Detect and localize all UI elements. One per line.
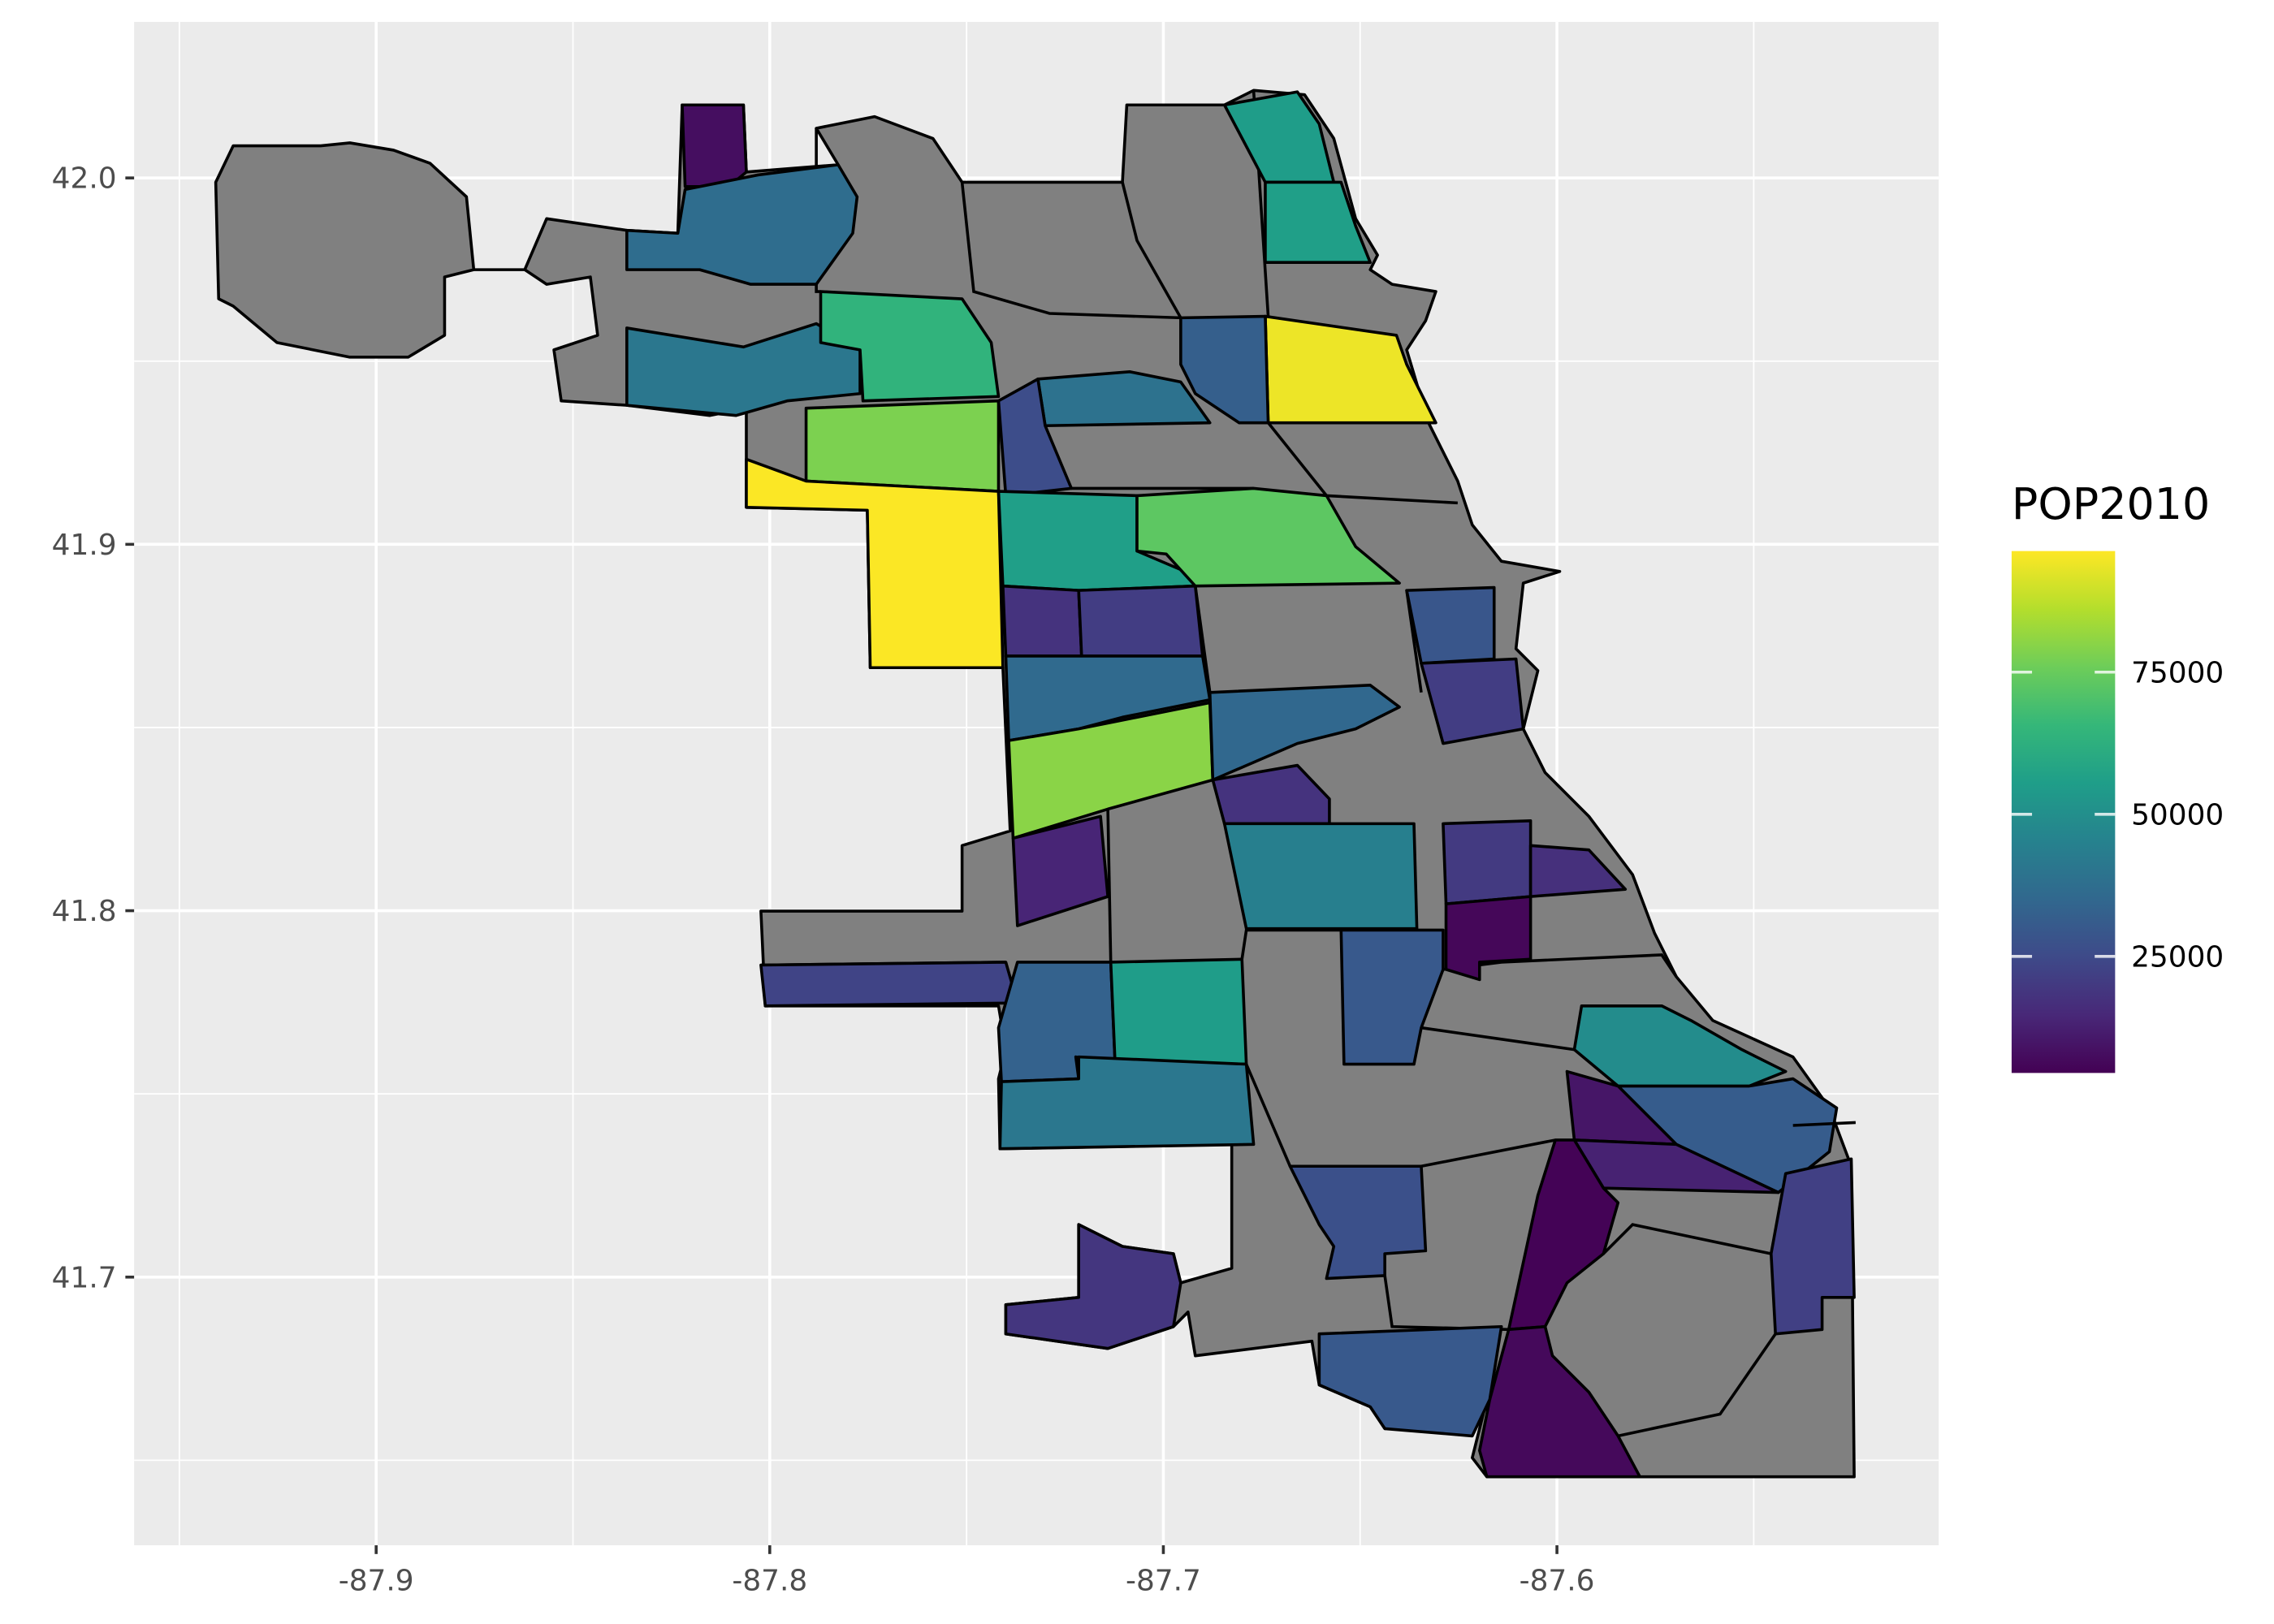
colorbar-label: 25000: [2131, 940, 2224, 974]
region: [1528, 844, 1628, 898]
region: [996, 377, 1074, 498]
region: [1572, 1004, 1788, 1088]
region: [745, 457, 1005, 670]
region: [1769, 1157, 1856, 1336]
boundary: [1106, 809, 1113, 962]
x-tick-label: -87.9: [339, 1565, 414, 1598]
colorbar-label: 75000: [2131, 656, 2224, 689]
region: [1004, 1223, 1182, 1350]
y-tick-label: 41.9: [52, 529, 117, 562]
region: [1442, 818, 1533, 905]
region: [1109, 957, 1248, 1066]
legend-title: POP2010: [2012, 478, 2210, 529]
region: [1288, 1164, 1428, 1281]
region: [1011, 814, 1109, 927]
map: [214, 89, 1856, 1479]
region: [1405, 585, 1496, 665]
region: [1211, 763, 1331, 826]
boundary: [1267, 421, 1328, 497]
region: [759, 961, 1019, 1008]
boundary: [1420, 1026, 1575, 1052]
legend: POP2010 25000 50000 75000: [2012, 478, 2224, 1073]
region: [1478, 1324, 1642, 1479]
region: [1420, 657, 1525, 745]
region: [804, 399, 1001, 493]
region: [1339, 928, 1445, 1066]
boundary: [1121, 181, 1182, 319]
region: [998, 1055, 1256, 1151]
pier: [1792, 1121, 1856, 1127]
region: [1222, 90, 1336, 184]
x-tick-label: -87.7: [1126, 1565, 1201, 1598]
region: [1444, 895, 1533, 982]
region: [1077, 584, 1204, 658]
x-tick-label: -87.8: [732, 1565, 807, 1598]
colorbar: [2011, 551, 2116, 1073]
region: [625, 322, 862, 417]
region: [1179, 314, 1270, 425]
region: [819, 290, 1001, 403]
y-tick-label: 41.8: [52, 895, 117, 928]
region: [1222, 822, 1419, 931]
boundary: [960, 182, 1181, 320]
boundary: [1420, 1138, 1556, 1168]
y-tick-label: 42.0: [52, 162, 117, 196]
boundary: [1617, 1332, 1777, 1438]
region: [1001, 584, 1083, 658]
region: [1135, 486, 1401, 588]
region: [1317, 1324, 1503, 1438]
x-tick-label: -87.6: [1520, 1565, 1595, 1598]
axes: -87.9 -87.8 -87.7 -87.6 41.7 41.8 41.9 42.0: [52, 162, 1595, 1598]
region: [681, 103, 748, 188]
region: [625, 163, 859, 286]
boundary: [1326, 494, 1458, 505]
region: [1264, 180, 1372, 264]
boundary: [1244, 1063, 1292, 1167]
boundary: [1602, 1223, 1772, 1255]
colorbar-label: 50000: [2131, 798, 2224, 831]
y-tick-label: 41.7: [52, 1261, 117, 1294]
region: [1507, 1138, 1620, 1332]
